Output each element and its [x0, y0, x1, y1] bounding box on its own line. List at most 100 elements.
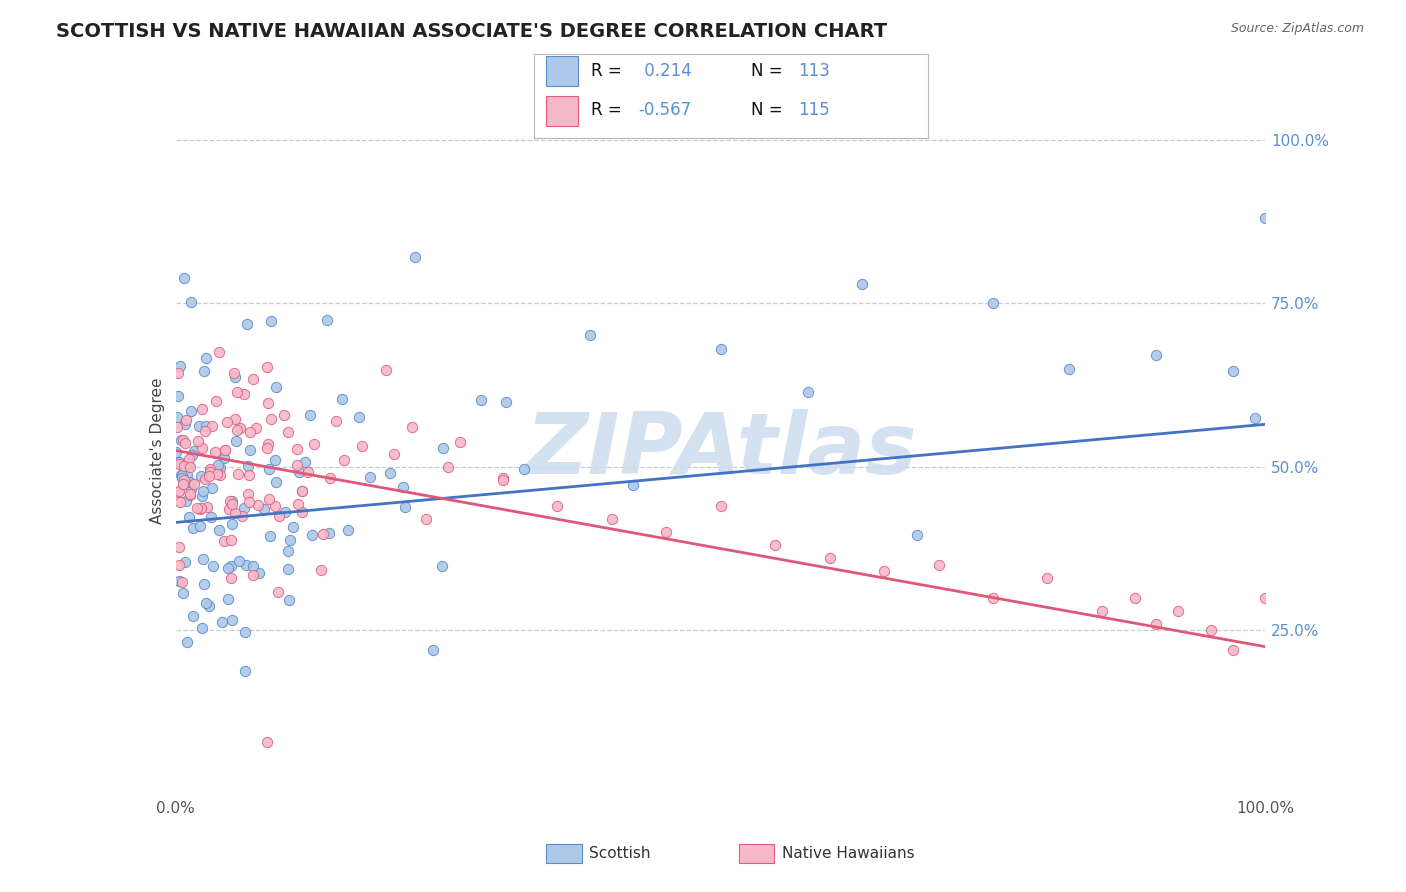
- Text: Source: ZipAtlas.com: Source: ZipAtlas.com: [1230, 22, 1364, 36]
- Point: [1199, 624, 1222, 638]
- Point: [187, 434, 209, 449]
- Point: [170, 468, 193, 483]
- Text: SCOTTISH VS NATIVE HAWAIIAN ASSOCIATE'S DEGREE CORRELATION CHART: SCOTTISH VS NATIVE HAWAIIAN ASSOCIATE'S …: [56, 22, 887, 41]
- Point: [239, 443, 262, 458]
- Point: [195, 596, 218, 610]
- Point: [188, 518, 211, 533]
- Point: [169, 495, 191, 509]
- Point: [277, 543, 299, 558]
- Point: [173, 270, 195, 285]
- Point: [211, 615, 233, 629]
- Point: [179, 475, 201, 489]
- Point: [309, 563, 332, 577]
- Point: [378, 466, 401, 480]
- Point: [236, 459, 259, 474]
- Text: 113: 113: [799, 62, 830, 80]
- Point: [180, 482, 202, 496]
- Point: [177, 452, 200, 467]
- Point: [198, 462, 221, 476]
- Point: [285, 442, 308, 456]
- Point: [291, 484, 314, 499]
- Point: [201, 419, 224, 434]
- Point: [176, 634, 198, 648]
- Point: [277, 425, 299, 440]
- Point: [796, 384, 818, 399]
- Point: [336, 523, 359, 537]
- Point: [981, 296, 1004, 310]
- Point: [193, 364, 215, 378]
- Point: [167, 389, 190, 403]
- Point: [224, 412, 246, 426]
- Point: [207, 467, 229, 482]
- Point: [208, 524, 231, 538]
- Point: [208, 461, 231, 475]
- Point: [224, 506, 246, 520]
- Point: [287, 497, 309, 511]
- Point: [217, 592, 239, 607]
- Point: [221, 494, 243, 508]
- Point: [172, 477, 194, 491]
- Point: [167, 540, 190, 554]
- Point: [297, 465, 319, 479]
- Point: [1254, 211, 1277, 226]
- Point: [179, 460, 201, 475]
- Bar: [546, 56, 578, 86]
- Point: [169, 457, 191, 471]
- Point: [347, 409, 370, 424]
- Point: [245, 421, 267, 435]
- Point: [177, 510, 200, 524]
- Point: [194, 424, 217, 438]
- Point: [174, 417, 197, 432]
- Point: [710, 499, 733, 513]
- Point: [190, 402, 212, 417]
- Point: [174, 494, 197, 508]
- Point: [231, 508, 253, 523]
- Point: [264, 475, 287, 490]
- Point: [214, 443, 236, 458]
- Point: [183, 444, 205, 458]
- Point: [169, 359, 191, 374]
- Point: [256, 734, 278, 748]
- Point: [222, 366, 245, 380]
- Point: [229, 421, 252, 435]
- Point: [316, 312, 339, 326]
- Point: [430, 558, 453, 573]
- Point: [205, 393, 228, 408]
- Point: [181, 608, 204, 623]
- Point: [198, 463, 221, 477]
- Point: [176, 467, 198, 482]
- Point: [513, 462, 536, 476]
- Point: [285, 458, 308, 473]
- Text: -0.567: -0.567: [638, 102, 692, 120]
- Point: [173, 474, 195, 488]
- Point: [169, 574, 191, 588]
- Point: [190, 500, 212, 515]
- Point: [214, 442, 236, 457]
- Point: [180, 294, 202, 309]
- Text: R =: R =: [592, 102, 627, 120]
- Point: [264, 452, 287, 467]
- Point: [278, 533, 301, 548]
- Point: [318, 471, 340, 485]
- Point: [173, 458, 195, 473]
- Point: [1123, 591, 1146, 605]
- Point: [1091, 604, 1114, 618]
- Point: [207, 458, 229, 472]
- Point: [219, 533, 242, 548]
- Text: N =: N =: [751, 62, 787, 80]
- Point: [217, 560, 239, 574]
- Point: [208, 344, 231, 359]
- Point: [212, 533, 235, 548]
- Point: [299, 408, 322, 422]
- Point: [260, 314, 283, 328]
- Point: [1254, 591, 1277, 605]
- Point: [247, 498, 270, 512]
- Point: [198, 599, 221, 614]
- Point: [169, 455, 191, 469]
- Point: [264, 380, 287, 394]
- Point: [621, 478, 644, 492]
- Point: [194, 472, 217, 486]
- Point: [291, 483, 314, 498]
- Point: [259, 529, 281, 543]
- Point: [247, 566, 270, 581]
